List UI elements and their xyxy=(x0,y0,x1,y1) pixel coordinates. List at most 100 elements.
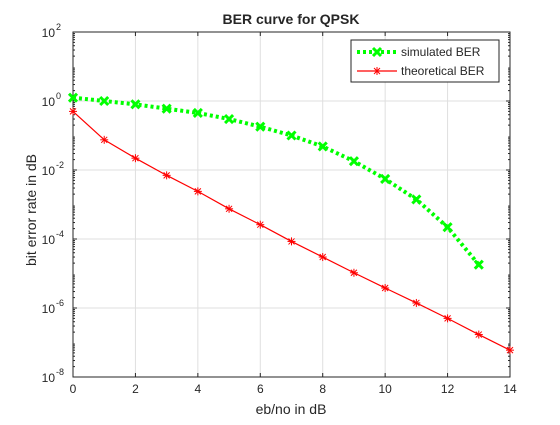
data-point xyxy=(256,220,265,229)
y-tick-label: 10 xyxy=(42,371,56,385)
data-point xyxy=(162,171,171,180)
y-axis-label: bit error rate in dB xyxy=(23,154,39,266)
data-point xyxy=(287,237,296,246)
data-point xyxy=(100,135,109,144)
data-point xyxy=(255,121,266,132)
marker-stroke xyxy=(130,99,141,110)
marker-stroke xyxy=(255,121,266,132)
x-tick-label: 8 xyxy=(319,382,326,396)
x-tick-label: 14 xyxy=(503,382,517,396)
data-point xyxy=(161,103,172,114)
y-tick-label: 10 xyxy=(42,233,56,247)
legend-entry: simulated BER xyxy=(357,45,481,59)
marker-stroke xyxy=(132,154,139,162)
marker-stroke xyxy=(286,130,297,141)
marker-stroke xyxy=(225,205,233,213)
marker-stroke xyxy=(444,315,451,322)
y-tick-exponent: 0 xyxy=(56,91,61,101)
data-point xyxy=(348,156,359,167)
marker-stroke xyxy=(411,194,422,205)
data-point xyxy=(442,222,453,233)
marker-stroke xyxy=(371,46,383,58)
data-point xyxy=(412,298,421,307)
marker-stroke xyxy=(373,67,381,75)
x-axis-label: eb/no in dB xyxy=(256,401,327,417)
y-tick-label: 10 xyxy=(42,164,56,178)
marker-stroke xyxy=(99,95,110,107)
marker-stroke xyxy=(475,331,483,338)
marker-stroke xyxy=(256,221,264,229)
marker-stroke xyxy=(442,222,453,233)
data-point xyxy=(411,194,422,205)
x-tick-label: 6 xyxy=(257,382,264,396)
data-point xyxy=(67,92,79,103)
marker-stroke xyxy=(69,108,77,115)
series-2 xyxy=(69,107,514,355)
marker-stroke xyxy=(350,269,358,277)
x-tick-label: 10 xyxy=(378,382,392,396)
marker-stroke xyxy=(380,173,391,185)
data-point xyxy=(349,268,358,277)
chart-title: BER curve for QPSK xyxy=(223,11,360,27)
marker-stroke xyxy=(319,253,327,261)
grid xyxy=(73,32,510,377)
x-tick-label: 4 xyxy=(195,382,202,396)
legend-marker xyxy=(373,67,381,75)
series xyxy=(67,92,514,355)
data-point xyxy=(317,141,328,152)
marker-stroke xyxy=(67,92,79,103)
series-line xyxy=(72,95,481,266)
axes xyxy=(72,31,511,378)
legend-label: theoretical BER xyxy=(401,64,485,78)
y-tick-exponent: 2 xyxy=(56,22,61,32)
y-tick-label: 10 xyxy=(42,26,56,40)
x-tick-label: 12 xyxy=(441,382,455,396)
data-point xyxy=(473,259,484,270)
plot-area-border xyxy=(72,31,511,378)
y-tick-exponent: -6 xyxy=(56,298,64,308)
y-tick-exponent: -2 xyxy=(56,160,64,170)
marker-stroke xyxy=(224,113,235,125)
data-point xyxy=(193,187,202,196)
data-point xyxy=(380,173,391,185)
data-point xyxy=(381,283,390,292)
y-tick-label: 10 xyxy=(42,302,56,316)
data-point xyxy=(474,330,483,339)
y-tick-exponent: -8 xyxy=(56,367,64,377)
marker-stroke xyxy=(194,188,202,195)
data-point xyxy=(286,130,297,141)
y-tick-label: 10 xyxy=(42,95,56,109)
data-point xyxy=(99,95,110,107)
data-point xyxy=(443,314,452,323)
data-point xyxy=(318,253,327,262)
data-point xyxy=(225,204,234,213)
data-point xyxy=(131,154,140,163)
marker-stroke xyxy=(192,107,203,119)
marker-stroke xyxy=(161,103,172,114)
x-tick-label: 2 xyxy=(132,382,139,396)
legend: simulated BER theoretical BER xyxy=(350,39,500,83)
y-tick-exponent: -4 xyxy=(56,229,64,239)
data-point xyxy=(130,99,141,110)
legend-entry: theoretical BER xyxy=(357,64,485,78)
marker-stroke xyxy=(473,259,484,270)
legend-label: simulated BER xyxy=(401,45,481,59)
marker-stroke xyxy=(288,238,295,245)
legend-marker xyxy=(371,46,383,58)
marker-stroke xyxy=(100,136,108,144)
legend-box xyxy=(350,39,500,83)
series-1 xyxy=(67,92,484,270)
data-point xyxy=(224,113,235,125)
marker-stroke xyxy=(163,171,170,179)
marker-stroke xyxy=(413,299,420,307)
data-point xyxy=(192,107,203,119)
marker-stroke xyxy=(317,141,328,152)
data-point xyxy=(506,346,514,355)
marker-stroke xyxy=(381,284,389,292)
x-tick-label: 0 xyxy=(70,382,77,396)
data-point xyxy=(69,107,77,116)
marker-stroke xyxy=(348,156,359,167)
